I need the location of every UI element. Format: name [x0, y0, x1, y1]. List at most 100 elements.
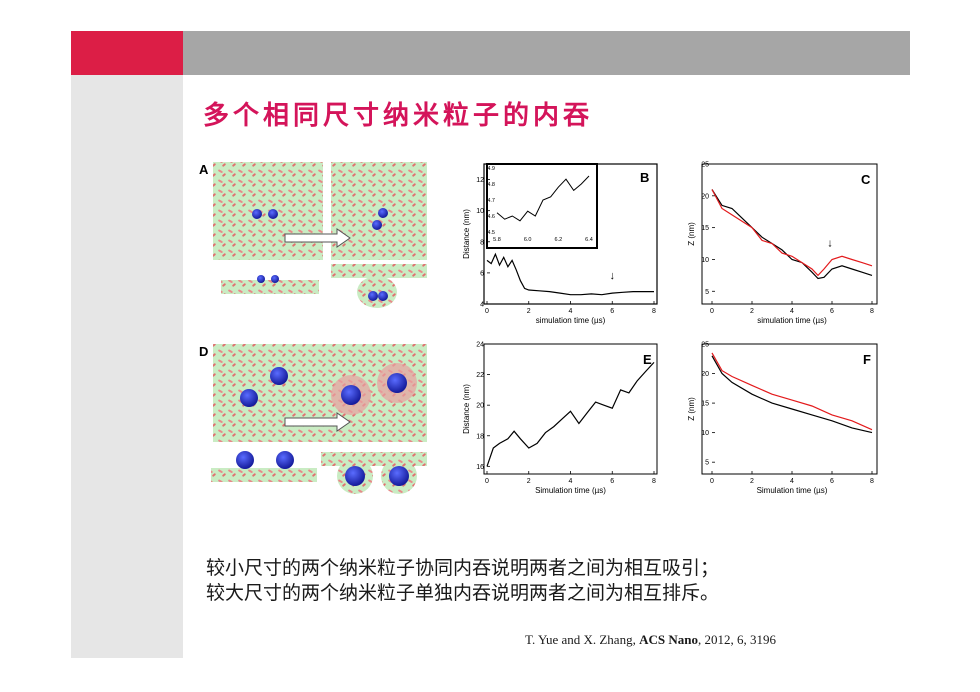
y-tick-label: 10 [476, 208, 484, 215]
nanoparticle [368, 291, 378, 301]
panel-b-inset-frame [486, 163, 598, 249]
nanoparticle [236, 451, 254, 469]
inset-y-tick-label: 4.5 [487, 230, 495, 236]
panel-label-a: A [199, 162, 209, 177]
inset-x-tick-label: 6.4 [585, 237, 593, 243]
reference-details: , 2012, 6, 3196 [697, 632, 776, 647]
left-sidebar-band [71, 75, 183, 658]
x-tick-label: 8 [652, 308, 656, 315]
y-tick-label: 12 [476, 177, 484, 184]
x-tick-label: 2 [750, 478, 754, 485]
caption-line-2: 较大尺寸的两个纳米粒子单独内吞说明两者之间为相互排斥。 [206, 583, 720, 604]
y-tick-label: 22 [476, 372, 484, 379]
vesicle [357, 276, 397, 308]
reference: T. Yue and X. Zhang, ACS Nano, 2012, 6, … [525, 632, 776, 648]
panel-e-plot-frame [483, 343, 658, 475]
x-tick-label: 4 [569, 478, 573, 485]
series-line-0 [711, 189, 873, 280]
slide-title: 多个相同尺寸纳米粒子的内吞 [203, 101, 594, 131]
panel-a: A [199, 162, 427, 308]
y-tick-label: 20 [701, 371, 709, 378]
x-tick-label: 8 [870, 478, 874, 485]
chart-b-marks: 0 2 4 6 8 4 6 8 10 12 simulation time (µs) Distance… [462, 177, 656, 325]
x-tick-label: 6 [830, 478, 834, 485]
y-tick-label: 20 [701, 193, 709, 200]
x-tick-label: 6 [830, 308, 834, 315]
x-tick-label: 4 [790, 478, 794, 485]
inset-y-tick-label: 4.8 [487, 182, 495, 188]
nanoparticle [240, 389, 258, 407]
y-tick-label: 5 [705, 460, 709, 467]
panel-label-b: B [640, 170, 649, 185]
panel-d-sideview-initial [211, 468, 317, 482]
series-line-1 [711, 352, 873, 431]
x-tick-label: 0 [485, 308, 489, 315]
x-tick-label: 2 [750, 308, 754, 315]
panel-d-topview-initial [213, 344, 323, 442]
panel-d: D [199, 344, 427, 494]
y-tick-label: 4 [480, 302, 484, 309]
y-tick-label: 8 [480, 239, 484, 246]
panel-a-sideview-final [331, 264, 427, 278]
inset-x-tick-label: 5.8 [493, 237, 501, 243]
x-tick-label: 8 [652, 478, 656, 485]
nanoparticle [341, 385, 361, 405]
nanoparticle [257, 275, 265, 283]
panel-a-sideview-initial [221, 280, 319, 294]
panel-a-topview-initial [213, 162, 323, 260]
series-line-0 [486, 252, 654, 296]
chart-c-marks: 0 2 4 6 8 5 10 15 20 25 simulation time (µs) Z (nm)… [687, 162, 874, 326]
panel-f: F 0 2 4 6 8 5 10 15 20 25 Simulation time (µs) Z (n… [687, 342, 878, 495]
reference-journal: ACS Nano [639, 632, 698, 647]
x-tick-label: 0 [710, 478, 714, 485]
x-tick-label: 6 [610, 308, 614, 315]
x-tick-label: 6 [610, 478, 614, 485]
x-axis-label: simulation time (µs) [536, 316, 606, 325]
y-axis-label: Distance (nm) [462, 209, 471, 259]
nanoparticle [252, 209, 262, 219]
y-axis-label: Z (nm) [687, 222, 696, 246]
x-axis-label: Simulation time (µs) [757, 486, 828, 495]
series-line-0 [486, 361, 655, 467]
header-grey-bar [183, 31, 910, 75]
nanoparticle [378, 291, 388, 301]
x-tick-label: 4 [790, 308, 794, 315]
nanoparticle [372, 220, 382, 230]
x-tick-label: 0 [710, 308, 714, 315]
y-tick-label: 20 [476, 403, 484, 410]
nanoparticle [389, 466, 409, 486]
x-tick-label: 4 [569, 308, 573, 315]
arrow-icon [284, 228, 351, 248]
annotation-arrow: ↓ [827, 238, 833, 250]
panel-label-c: C [861, 172, 871, 187]
reference-authors: T. Yue and X. Zhang, [525, 632, 640, 647]
x-axis-label: Simulation time (µs) [535, 486, 606, 495]
annotation-arrow: ↓ [610, 270, 616, 282]
chart-b-inset-marks: 5.8 6.0 6.2 6.4 4.5 4.6 4.7 4.8 4.9 [487, 166, 592, 243]
y-axis-label: Distance (nm) [462, 384, 471, 434]
y-axis-label: Z (nm) [687, 397, 696, 421]
figure: A D [197, 158, 882, 513]
panel-f-plot-frame [701, 343, 878, 475]
inset-y-tick-label: 4.6 [487, 214, 495, 220]
y-tick-label: 25 [701, 162, 709, 169]
series-line-0 [711, 355, 873, 434]
nanoparticle [276, 451, 294, 469]
y-tick-label: 15 [701, 225, 709, 232]
figure-svg: A D [199, 162, 878, 496]
y-tick-label: 10 [701, 430, 709, 437]
y-tick-label: 24 [476, 342, 484, 349]
panel-label-e: E [643, 352, 652, 367]
panel-c-plot-frame [701, 163, 878, 305]
panel-label-f: F [863, 352, 871, 367]
panel-c: C 0 2 4 6 8 5 10 15 20 25 simulation time (µs) Z (n… [687, 162, 878, 326]
inset-y-tick-label: 4.9 [487, 166, 495, 172]
nanoparticle [387, 373, 407, 393]
nanoparticle [268, 209, 278, 219]
x-tick-label: 0 [485, 478, 489, 485]
y-tick-label: 18 [476, 433, 484, 440]
inset-y-tick-label: 4.7 [487, 198, 495, 204]
header-red-block [71, 31, 183, 75]
y-tick-label: 15 [701, 401, 709, 408]
